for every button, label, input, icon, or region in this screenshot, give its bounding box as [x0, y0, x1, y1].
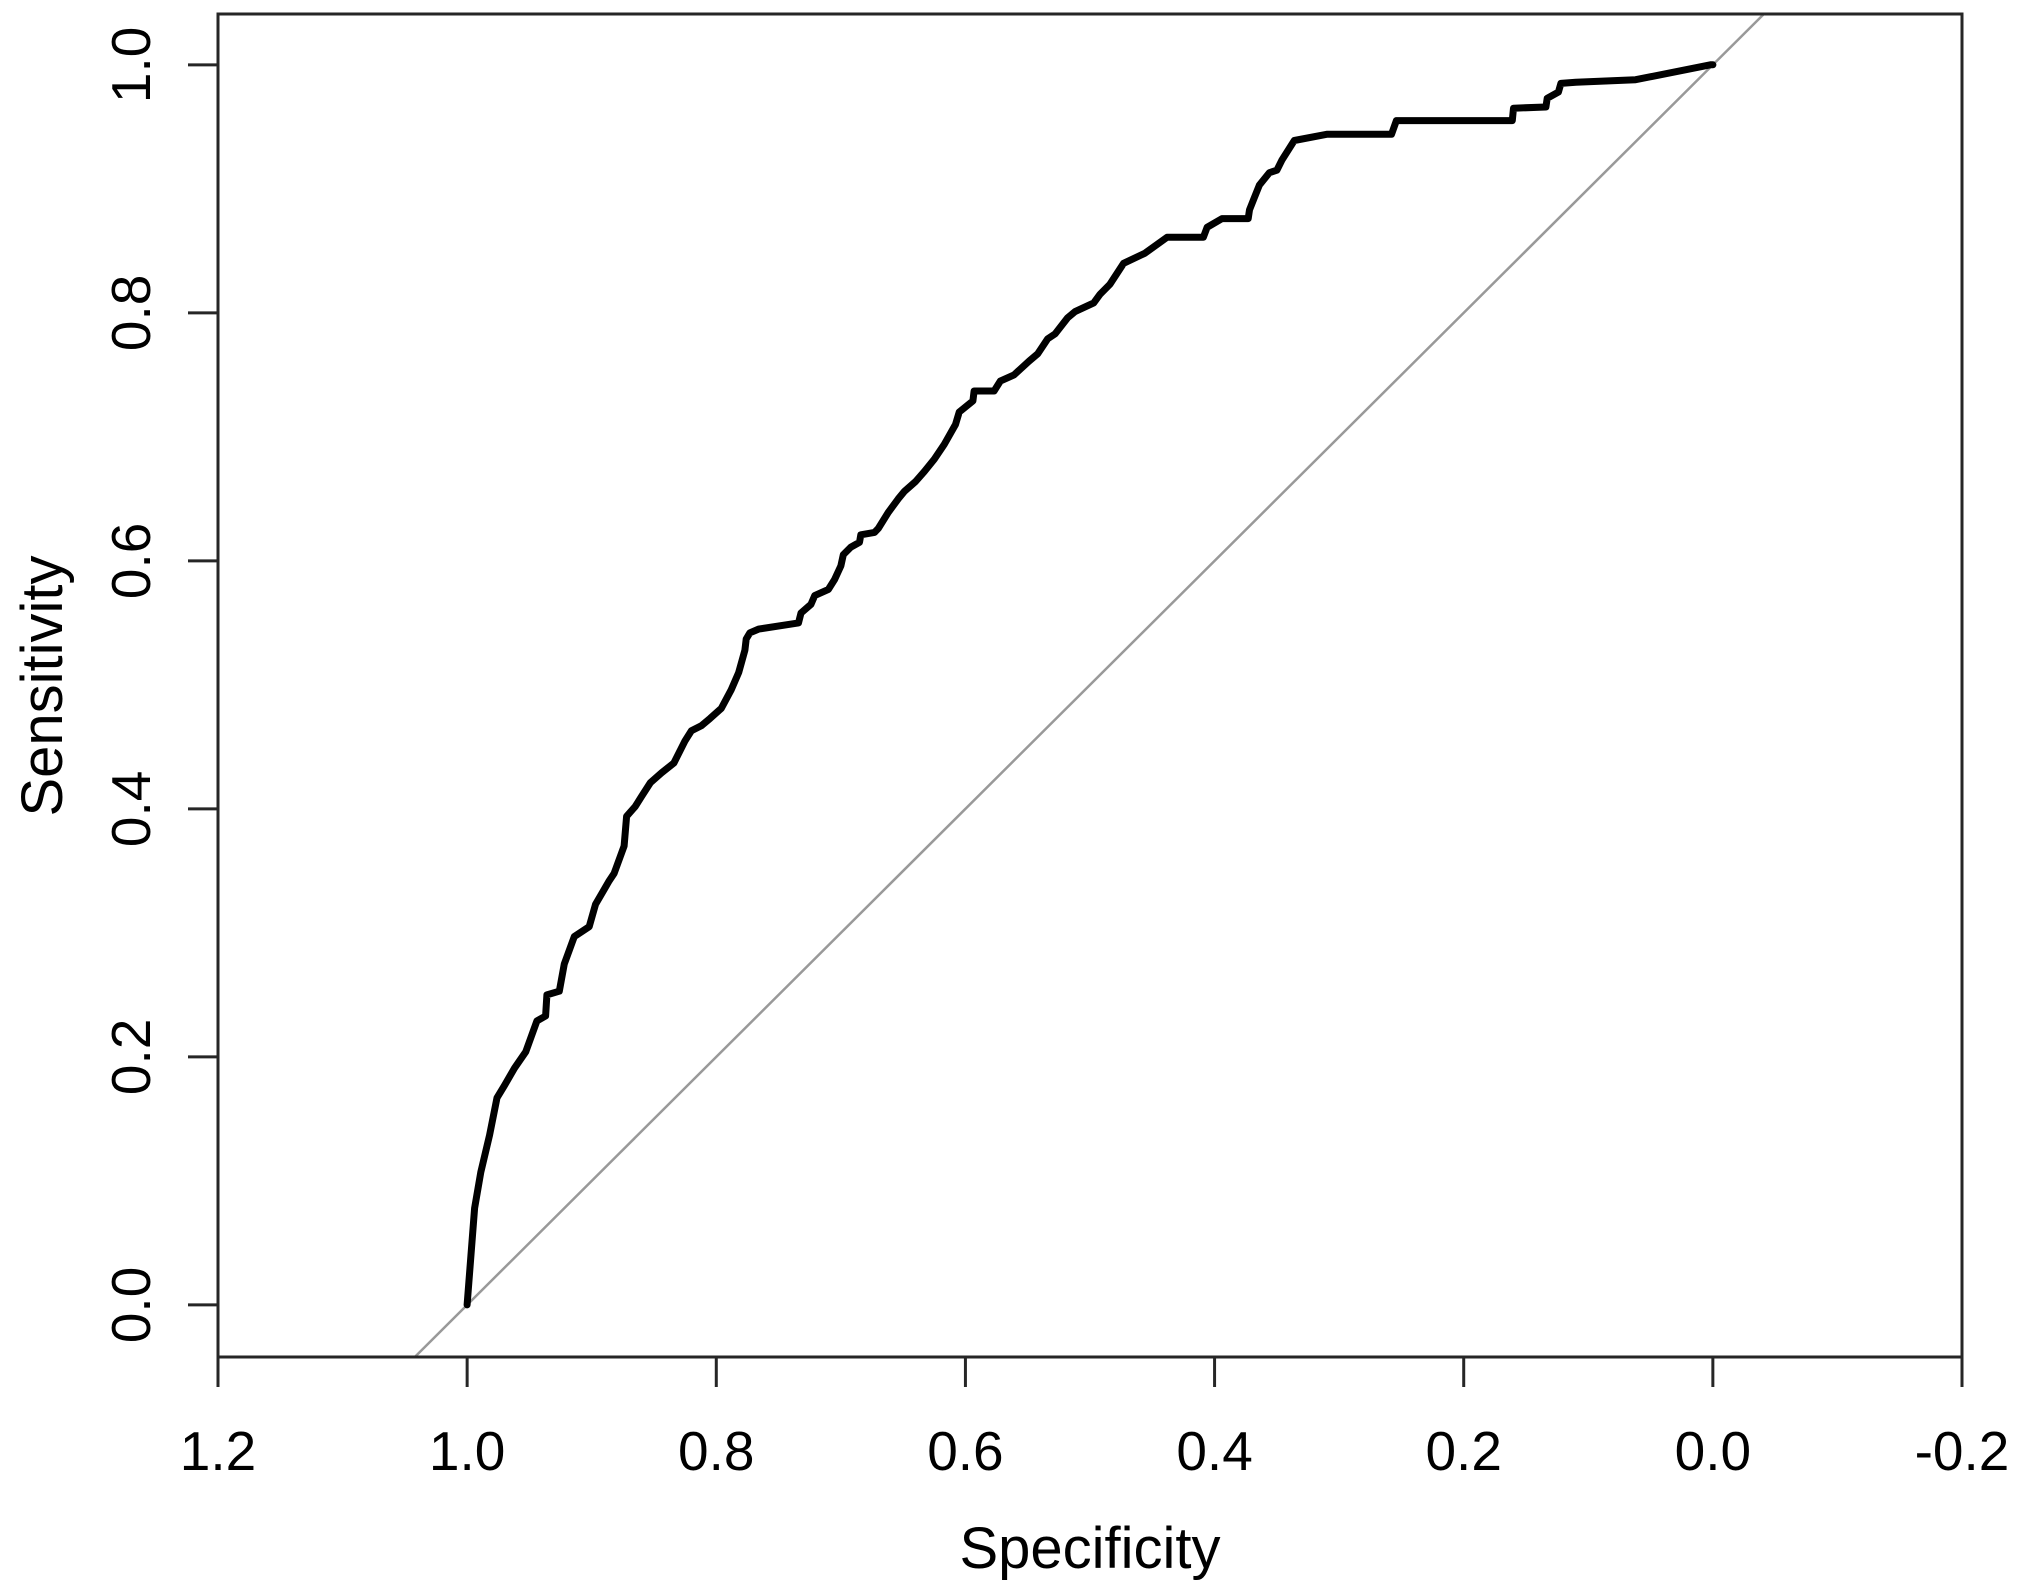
plot-box	[216, 12, 1964, 1359]
roc-curve	[463, 61, 1717, 1309]
y-tick-label: 0.2	[100, 1019, 162, 1095]
y-tick-label: 1.0	[100, 27, 162, 103]
y-tick-label: 0.6	[100, 523, 162, 599]
x-tick-label: 0.4	[1176, 1420, 1252, 1482]
reference-diagonal	[413, 12, 1766, 1359]
y-tick-label: 0.0	[100, 1267, 162, 1343]
x-axis-ticks: 1.2 1.0 0.8 0.6 0.4 0.2 0.0 -0.2	[180, 1357, 2010, 1482]
x-tick-label: -0.2	[1915, 1420, 2010, 1482]
y-tick-label: 0.4	[100, 771, 162, 847]
x-axis-title: Specificity	[959, 1516, 1220, 1581]
x-tick-label: 1.0	[429, 1420, 505, 1482]
x-tick-label: 0.6	[927, 1420, 1003, 1482]
x-tick-label: 0.2	[1425, 1420, 1501, 1482]
x-tick-label: 1.2	[180, 1420, 256, 1482]
x-tick-label: 0.8	[678, 1420, 754, 1482]
x-tick-label: 0.0	[1675, 1420, 1751, 1482]
y-tick-label: 0.8	[100, 275, 162, 351]
y-axis-title: Sensitivity	[10, 555, 75, 816]
series-group	[413, 12, 1766, 1359]
y-axis-ticks: 0.0 0.2 0.4 0.6 0.8 1.0	[100, 27, 218, 1343]
